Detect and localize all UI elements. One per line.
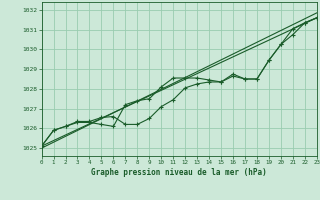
X-axis label: Graphe pression niveau de la mer (hPa): Graphe pression niveau de la mer (hPa) xyxy=(91,168,267,177)
